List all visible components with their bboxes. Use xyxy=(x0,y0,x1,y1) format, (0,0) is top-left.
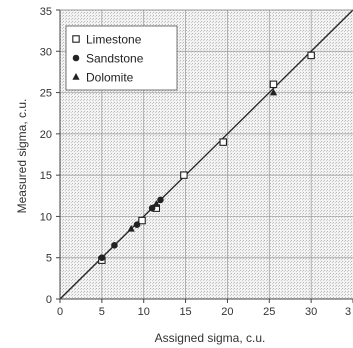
sandstone-point xyxy=(98,254,106,262)
legend-sandstone-marker xyxy=(72,54,80,62)
x-tick-label: 5 xyxy=(99,306,105,318)
sandstone-point xyxy=(157,196,164,204)
x-tick-label: 0 xyxy=(57,306,63,318)
y-tick-label: 15 xyxy=(40,170,52,182)
sandstone-point xyxy=(133,221,141,228)
one-to-one-line xyxy=(59,9,353,300)
data-points xyxy=(98,51,315,264)
y-tick-label: 30 xyxy=(40,46,52,58)
y-axis-label: Measured sigma, c.u. xyxy=(15,99,29,214)
y-tick-label: 0 xyxy=(46,294,52,306)
limestone-point xyxy=(307,51,315,60)
axes-frame xyxy=(59,9,353,300)
y-tick-label: 25 xyxy=(40,88,52,100)
legend-sandstone-label: Sandstone xyxy=(86,52,144,66)
y-tick-label: 5 xyxy=(46,253,52,265)
y-tick-label: 10 xyxy=(40,211,52,223)
x-tick-label: 25 xyxy=(263,306,275,318)
y-tick-label: 20 xyxy=(40,129,52,141)
y-axis-ticks: 0 5 10 15 20 25 30 35 xyxy=(40,6,60,306)
limestone-point xyxy=(269,80,278,89)
identity-line xyxy=(59,9,353,300)
gridlines xyxy=(60,10,353,299)
legend-box xyxy=(65,25,178,91)
x-axis-ticks: 0 5 10 15 20 25 30 3 xyxy=(57,299,353,318)
dolomite-point xyxy=(269,88,278,96)
legend-limestone-marker xyxy=(72,35,80,43)
limestone-point xyxy=(219,138,227,146)
legend-limestone-label: Limestone xyxy=(86,33,142,47)
legend-dolomite-marker xyxy=(72,73,80,80)
x-tick-label: 20 xyxy=(221,306,233,318)
y-tick-label: 35 xyxy=(40,6,52,18)
limestone-point xyxy=(180,171,188,179)
x-tick-label: 10 xyxy=(138,306,150,318)
x-tick-label: 15 xyxy=(179,306,191,318)
dolomite-point xyxy=(127,224,135,232)
limestone-point xyxy=(138,216,146,225)
x-tick-label: 3 xyxy=(345,306,351,318)
sandstone-point xyxy=(111,242,118,249)
x-axis-label: Assigned sigma, c.u. xyxy=(155,331,266,345)
x-tick-label: 30 xyxy=(305,306,317,318)
legend: Limestone Sandstone Dolomite xyxy=(65,25,178,91)
legend-dolomite-label: Dolomite xyxy=(86,71,134,85)
dolomite-point xyxy=(152,200,160,207)
